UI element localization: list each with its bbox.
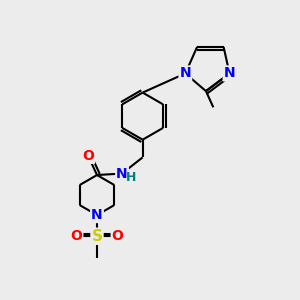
Text: O: O — [112, 229, 124, 243]
Text: N: N — [91, 208, 103, 222]
Text: H: H — [126, 172, 136, 184]
Text: N: N — [179, 66, 191, 80]
Text: S: S — [92, 229, 103, 244]
Text: O: O — [82, 149, 94, 163]
Text: N: N — [116, 167, 128, 181]
Text: N: N — [224, 66, 235, 80]
Text: O: O — [70, 229, 82, 243]
